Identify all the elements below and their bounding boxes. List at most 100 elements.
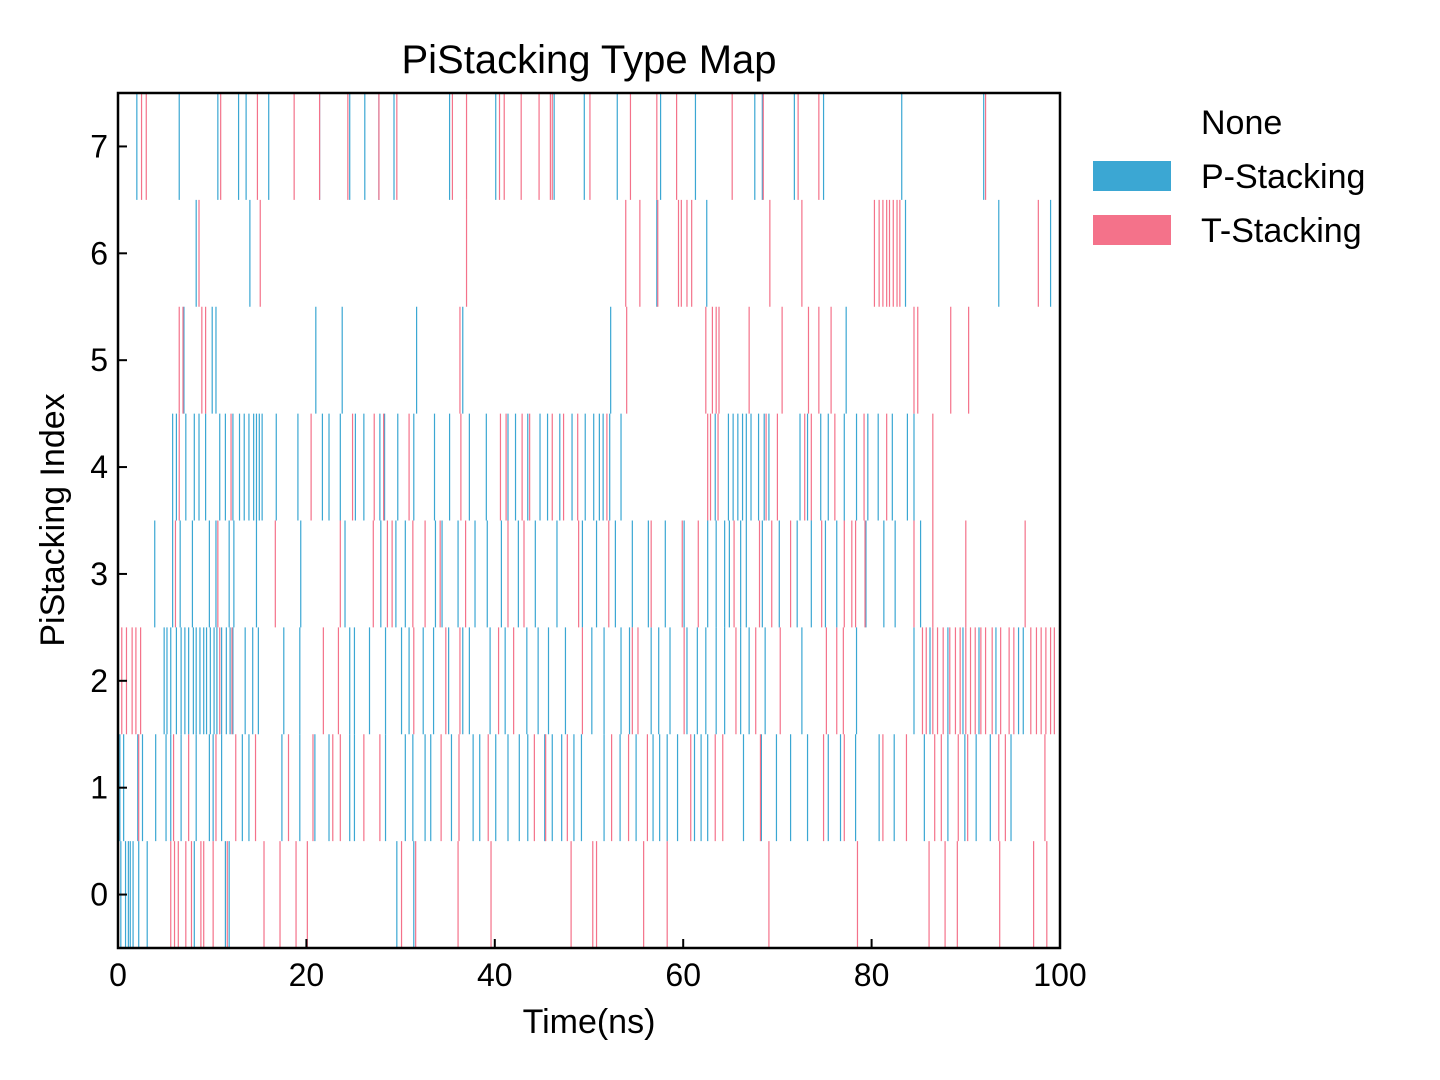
t-stacking-mark bbox=[755, 627, 757, 735]
t-stacking-mark bbox=[807, 306, 810, 414]
t-stacking-mark bbox=[637, 627, 639, 735]
t-stacking-mark bbox=[940, 734, 942, 842]
t-stacking-mark bbox=[231, 627, 233, 735]
p-stacking-mark bbox=[353, 627, 356, 735]
t-stacking-mark bbox=[507, 520, 509, 628]
y-tick-label: 5 bbox=[90, 342, 108, 378]
t-stacking-mark bbox=[631, 627, 633, 735]
t-stacking-mark bbox=[254, 734, 257, 842]
p-stacking-mark bbox=[500, 520, 502, 628]
t-stacking-mark bbox=[905, 734, 908, 842]
p-stacking-mark bbox=[127, 841, 129, 949]
p-stacking-mark bbox=[413, 841, 415, 949]
p-stacking-mark bbox=[299, 627, 301, 735]
t-stacking-mark bbox=[822, 734, 825, 842]
t-stacking-mark bbox=[219, 627, 221, 735]
p-stacking-mark bbox=[628, 627, 631, 735]
p-stacking-mark bbox=[761, 93, 763, 200]
p-stacking-mark bbox=[138, 841, 140, 949]
p-stacking-mark bbox=[978, 627, 980, 735]
t-stacking-mark bbox=[765, 413, 767, 521]
p-stacking-mark bbox=[929, 627, 931, 735]
p-stacking-mark bbox=[245, 93, 247, 200]
t-stacking-mark bbox=[917, 306, 919, 414]
t-stacking-mark bbox=[769, 199, 771, 307]
p-stacking-mark bbox=[132, 841, 134, 949]
t-stacking-mark bbox=[351, 413, 354, 521]
p-stacking-mark bbox=[495, 734, 497, 842]
p-stacking-mark bbox=[564, 627, 567, 735]
t-stacking-mark bbox=[312, 734, 314, 842]
t-stacking-mark bbox=[1033, 841, 1035, 949]
t-stacking-mark bbox=[566, 734, 568, 842]
p-stacking-mark bbox=[724, 520, 726, 628]
p-stacking-mark bbox=[745, 413, 747, 521]
t-stacking-mark bbox=[521, 413, 523, 521]
t-stacking-mark bbox=[140, 627, 142, 735]
t-stacking-mark bbox=[173, 841, 176, 949]
p-stacking-mark bbox=[745, 520, 747, 628]
p-stacking-mark bbox=[609, 413, 611, 521]
p-stacking-mark bbox=[393, 93, 395, 200]
t-stacking-mark bbox=[965, 627, 967, 735]
x-tick-label: 80 bbox=[854, 957, 890, 993]
p-stacking-mark bbox=[180, 734, 182, 842]
t-stacking-mark bbox=[768, 841, 770, 949]
p-stacking-mark bbox=[321, 413, 324, 521]
p-stacking-mark bbox=[1049, 199, 1052, 307]
p-stacking-mark bbox=[136, 93, 138, 200]
p-stacking-mark bbox=[659, 734, 661, 842]
t-stacking-mark bbox=[950, 306, 952, 414]
t-stacking-mark bbox=[440, 734, 442, 842]
p-stacking-mark bbox=[474, 520, 476, 628]
t-stacking-mark bbox=[842, 627, 844, 735]
t-stacking-mark bbox=[656, 93, 658, 200]
t-stacking-mark bbox=[1004, 734, 1006, 842]
p-stacking-mark bbox=[517, 520, 519, 628]
p-stacking-mark bbox=[252, 627, 254, 735]
t-stacking-mark bbox=[379, 734, 381, 842]
t-stacking-mark bbox=[968, 306, 970, 414]
p-stacking-mark bbox=[669, 627, 671, 735]
p-stacking-mark bbox=[507, 734, 509, 842]
p-stacking-mark bbox=[947, 734, 949, 842]
t-stacking-mark bbox=[212, 841, 214, 949]
t-stacking-mark bbox=[177, 841, 179, 949]
t-stacking-mark bbox=[235, 734, 237, 842]
p-stacking-mark bbox=[232, 627, 234, 735]
t-stacking-mark bbox=[230, 413, 232, 521]
p-stacking-mark bbox=[188, 627, 190, 735]
t-stacking-mark bbox=[697, 520, 699, 628]
t-stacking-mark bbox=[1053, 627, 1055, 735]
t-stacking-mark bbox=[1000, 627, 1002, 735]
p-stacking-mark bbox=[400, 627, 403, 735]
p-stacking-mark bbox=[224, 413, 226, 521]
p-stacking-mark bbox=[221, 734, 223, 842]
p-stacking-mark bbox=[472, 734, 474, 842]
t-stacking-mark bbox=[263, 841, 265, 949]
p-stacking-mark bbox=[728, 520, 730, 628]
p-stacking-mark bbox=[396, 841, 398, 949]
t-stacking-mark bbox=[666, 841, 668, 949]
p-stacking-mark bbox=[432, 627, 435, 735]
t-stacking-mark bbox=[529, 413, 531, 521]
t-stacking-mark bbox=[200, 841, 202, 949]
p-stacking-mark bbox=[652, 734, 654, 842]
t-stacking-mark bbox=[190, 841, 193, 949]
p-stacking-mark bbox=[761, 520, 763, 628]
t-stacking-mark bbox=[178, 413, 180, 521]
t-stacking-mark bbox=[718, 306, 720, 414]
plot-frame bbox=[116, 91, 1062, 950]
t-stacking-mark bbox=[944, 841, 946, 949]
p-stacking-mark bbox=[764, 627, 766, 735]
p-stacking-mark bbox=[732, 413, 734, 521]
t-stacking-mark bbox=[886, 413, 888, 521]
t-stacking-mark bbox=[818, 306, 820, 414]
t-stacking-mark bbox=[758, 520, 761, 628]
t-stacking-mark bbox=[873, 199, 876, 307]
p-stacking-mark bbox=[205, 627, 208, 735]
t-stacking-mark bbox=[657, 199, 659, 307]
t-stacking-mark bbox=[1037, 199, 1039, 307]
t-stacking-mark bbox=[174, 520, 177, 628]
t-stacking-mark bbox=[913, 306, 915, 414]
